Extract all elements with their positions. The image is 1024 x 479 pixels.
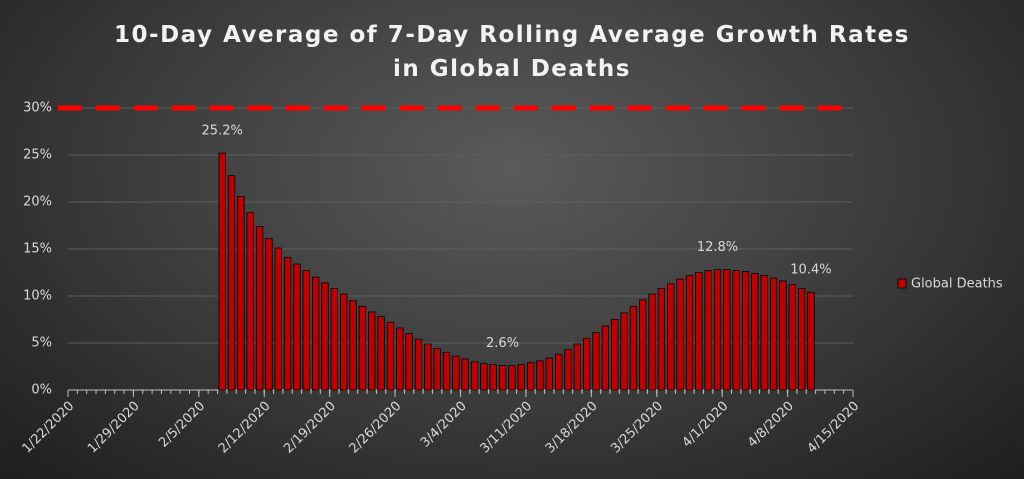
bar xyxy=(255,226,264,391)
bar xyxy=(321,282,329,391)
bar xyxy=(302,270,310,391)
bar xyxy=(283,257,292,391)
bar xyxy=(676,278,684,391)
legend-swatch xyxy=(897,278,907,289)
bar xyxy=(442,351,451,391)
bar xyxy=(452,355,460,391)
bar xyxy=(648,293,656,391)
bar xyxy=(573,343,581,391)
x-tick-label: 4/8/2020 xyxy=(745,399,797,451)
bar xyxy=(358,305,367,391)
bar xyxy=(629,305,638,391)
bar xyxy=(349,300,357,391)
bar xyxy=(340,293,348,391)
bar xyxy=(582,337,591,391)
y-tick-label: 25% xyxy=(23,148,52,163)
bar xyxy=(592,332,600,391)
bar xyxy=(685,274,694,391)
data-label: 25.2% xyxy=(202,124,243,139)
x-tick-label: 3/4/2020 xyxy=(418,399,470,451)
y-tick-label: 5% xyxy=(31,336,52,351)
bar xyxy=(311,276,320,391)
bar xyxy=(526,362,535,391)
bar xyxy=(293,263,301,391)
bar xyxy=(807,291,815,391)
bar xyxy=(330,288,339,391)
y-tick-label: 20% xyxy=(23,195,52,210)
bar xyxy=(470,361,479,391)
x-tick-label: 3/18/2020 xyxy=(543,399,601,457)
bar xyxy=(769,277,778,391)
legend-label: Global Deaths xyxy=(911,277,1003,292)
bar xyxy=(405,333,413,391)
bar xyxy=(274,247,282,391)
bar xyxy=(751,273,759,391)
bar xyxy=(639,299,647,391)
bar xyxy=(396,327,404,391)
bar xyxy=(377,316,385,391)
bar xyxy=(667,283,675,391)
y-tick-label: 30% xyxy=(23,101,52,116)
bar xyxy=(601,325,610,391)
bar xyxy=(713,269,722,391)
bar xyxy=(218,152,226,391)
bar xyxy=(237,195,245,391)
data-label: 2.6% xyxy=(486,336,519,351)
x-tick-label: 4/1/2020 xyxy=(680,399,732,451)
bar xyxy=(741,271,750,391)
bar xyxy=(386,321,395,391)
bar xyxy=(536,360,544,391)
bar xyxy=(620,312,628,391)
data-label: 12.8% xyxy=(697,240,738,255)
bar xyxy=(498,365,507,391)
bar xyxy=(779,280,787,391)
bar xyxy=(508,365,516,391)
bar xyxy=(760,274,768,391)
x-tick-label: 3/11/2020 xyxy=(477,399,535,457)
bar xyxy=(424,343,432,391)
x-tick-label: 3/25/2020 xyxy=(608,399,666,457)
bar xyxy=(695,272,703,391)
x-tick-label: 4/15/2020 xyxy=(805,399,863,457)
x-tick-label: 2/26/2020 xyxy=(347,399,405,457)
x-tick-label: 1/29/2020 xyxy=(85,399,143,457)
bar xyxy=(657,288,666,391)
bar xyxy=(368,311,376,391)
bar xyxy=(227,175,236,391)
bar xyxy=(545,357,553,391)
y-tick-label: 10% xyxy=(23,289,52,304)
bar xyxy=(704,270,712,391)
bar xyxy=(246,211,254,391)
bar xyxy=(414,338,423,391)
bar xyxy=(517,364,525,391)
x-tick-label: 1/22/2020 xyxy=(20,399,78,457)
x-tick-label: 2/12/2020 xyxy=(216,399,274,457)
x-tick-label: 2/5/2020 xyxy=(156,399,208,451)
bar xyxy=(788,284,796,391)
bar xyxy=(480,363,488,391)
bar xyxy=(461,358,469,391)
chart-title: 10-Day Average of 7-Day Rolling Average … xyxy=(114,22,910,82)
bar xyxy=(489,364,497,391)
bar xyxy=(732,270,740,391)
x-tick-label: 2/19/2020 xyxy=(281,399,339,457)
y-tick-label: 0% xyxy=(31,383,52,398)
y-tick-label: 15% xyxy=(23,242,52,257)
bar xyxy=(611,319,619,391)
bar xyxy=(265,238,273,391)
bar xyxy=(564,349,572,391)
bar xyxy=(723,269,731,391)
bar xyxy=(433,348,441,391)
bar xyxy=(797,288,806,391)
bar xyxy=(554,353,563,391)
data-label: 10.4% xyxy=(790,263,831,278)
